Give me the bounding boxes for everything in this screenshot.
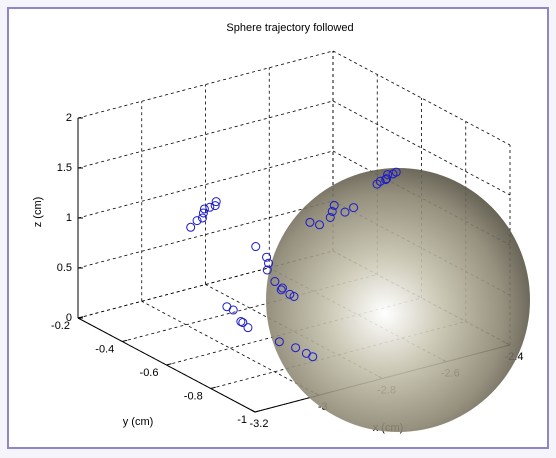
y-tick-label: -0.8 (184, 390, 203, 402)
sphere-image (266, 168, 530, 432)
z-tick-label: 2 (66, 112, 72, 124)
y-tick-label: -0.4 (95, 343, 114, 355)
z-tick-label: 1 (66, 212, 72, 224)
y-axis-label: y (cm) (123, 416, 154, 428)
z-axis-label: z (cm) (32, 197, 44, 228)
y-tick-label: -1 (237, 414, 247, 426)
x-tick-label: -3.2 (250, 418, 269, 430)
z-tick-label: 1.5 (57, 162, 72, 174)
y-tick-label: -0.6 (140, 367, 159, 379)
chart-title: Sphere trajectory followed (226, 22, 353, 34)
y-tick-label: -0.2 (51, 320, 70, 332)
chart: Sphere trajectory followed z (cm) y (cm)… (0, 0, 556, 458)
z-tick-label: 0.5 (57, 262, 72, 274)
